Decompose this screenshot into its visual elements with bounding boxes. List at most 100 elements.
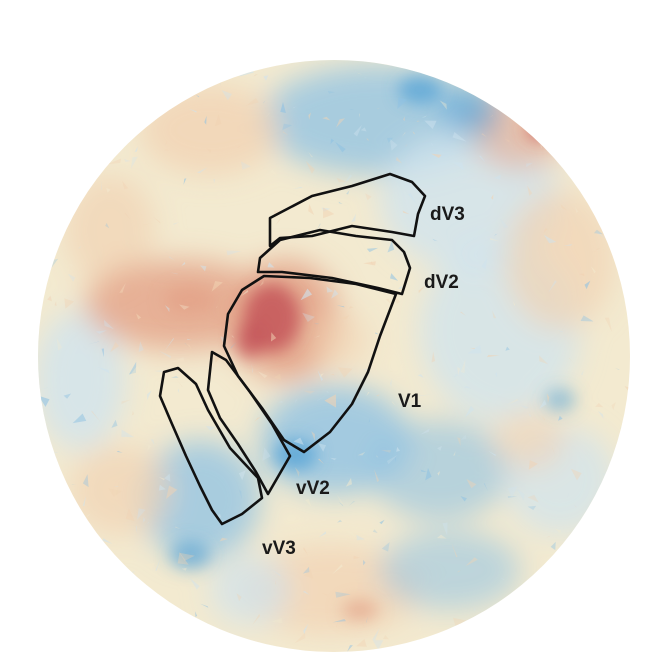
speckle xyxy=(336,621,339,628)
speckle xyxy=(505,69,512,80)
speckle xyxy=(539,355,549,365)
speckle xyxy=(305,498,312,508)
speckle xyxy=(181,261,186,266)
vv3-outline xyxy=(158,366,264,526)
speckle xyxy=(467,344,482,354)
speckle xyxy=(128,109,145,121)
speckle xyxy=(51,145,59,147)
speckle xyxy=(587,191,600,193)
speckle xyxy=(154,370,162,372)
speckle xyxy=(568,357,575,364)
speckle xyxy=(87,341,100,345)
speckle xyxy=(546,393,550,403)
speckle xyxy=(494,233,498,237)
speckle xyxy=(395,457,396,463)
speckle xyxy=(321,592,328,596)
speckle xyxy=(347,645,353,652)
speckle xyxy=(71,484,77,485)
speckle xyxy=(303,547,308,555)
speckle xyxy=(345,531,356,538)
speckle xyxy=(478,155,486,163)
speckle xyxy=(428,86,433,89)
speckle xyxy=(439,100,447,110)
speckle xyxy=(138,60,146,62)
speckle xyxy=(57,554,60,561)
speckle xyxy=(431,613,434,618)
speckle xyxy=(49,166,52,177)
speckle xyxy=(590,266,596,274)
speckle xyxy=(465,557,478,567)
speckle xyxy=(122,180,129,190)
v1-outline xyxy=(222,274,398,454)
speckle xyxy=(163,149,169,151)
speckle xyxy=(326,390,330,394)
speckle xyxy=(563,244,573,246)
speckle xyxy=(488,450,497,456)
label-vv3: vV3 xyxy=(262,538,296,559)
speckle xyxy=(363,261,376,266)
speckle xyxy=(356,639,367,647)
speckle xyxy=(336,118,346,128)
speckle xyxy=(500,218,509,228)
speckle xyxy=(379,519,385,525)
speckle xyxy=(527,185,533,196)
speckle xyxy=(85,513,91,519)
speckle xyxy=(402,210,410,215)
speckle xyxy=(267,262,275,268)
speckle xyxy=(143,60,148,63)
speckle xyxy=(41,577,49,590)
speckle xyxy=(257,371,268,379)
speckle xyxy=(431,351,436,363)
speckle xyxy=(272,569,281,577)
speckle xyxy=(197,167,208,174)
speckle xyxy=(483,483,488,492)
speckle xyxy=(147,238,149,241)
speckle xyxy=(398,285,403,289)
speckle xyxy=(282,131,289,136)
speckle xyxy=(491,194,494,200)
speckle xyxy=(505,346,510,351)
speckle xyxy=(570,468,582,481)
speckle xyxy=(292,106,298,109)
speckle xyxy=(531,619,539,627)
speckle xyxy=(179,188,182,191)
speckle xyxy=(56,337,62,351)
speckle xyxy=(263,100,266,104)
activation-hotspots xyxy=(164,76,576,620)
speckle xyxy=(412,131,415,135)
speckle xyxy=(152,216,161,224)
speckle xyxy=(401,401,406,408)
speckle xyxy=(363,559,366,566)
speckle xyxy=(464,405,475,418)
speckle xyxy=(338,502,344,507)
speckle xyxy=(280,102,286,113)
speckle xyxy=(466,479,477,489)
speckle xyxy=(337,520,343,523)
speckle xyxy=(391,401,397,407)
speckle xyxy=(81,566,92,570)
speckle xyxy=(157,508,163,510)
speckle xyxy=(79,153,81,158)
speckle xyxy=(294,556,300,560)
speckle xyxy=(293,437,304,445)
speckle xyxy=(220,336,226,342)
speckle xyxy=(164,305,170,313)
speckle xyxy=(324,394,337,408)
speckle xyxy=(173,222,180,225)
speckle xyxy=(353,124,362,137)
speckle xyxy=(222,316,227,319)
speckle xyxy=(166,485,178,500)
speckle xyxy=(385,298,391,305)
speckle xyxy=(473,607,476,612)
speckle xyxy=(50,208,54,215)
speckle xyxy=(469,347,476,350)
speckle xyxy=(597,410,604,419)
speckle xyxy=(526,162,533,168)
speckle xyxy=(187,338,193,341)
speckle xyxy=(457,570,461,573)
speckle xyxy=(79,190,85,194)
speckle xyxy=(532,567,536,573)
speckle xyxy=(131,156,138,169)
